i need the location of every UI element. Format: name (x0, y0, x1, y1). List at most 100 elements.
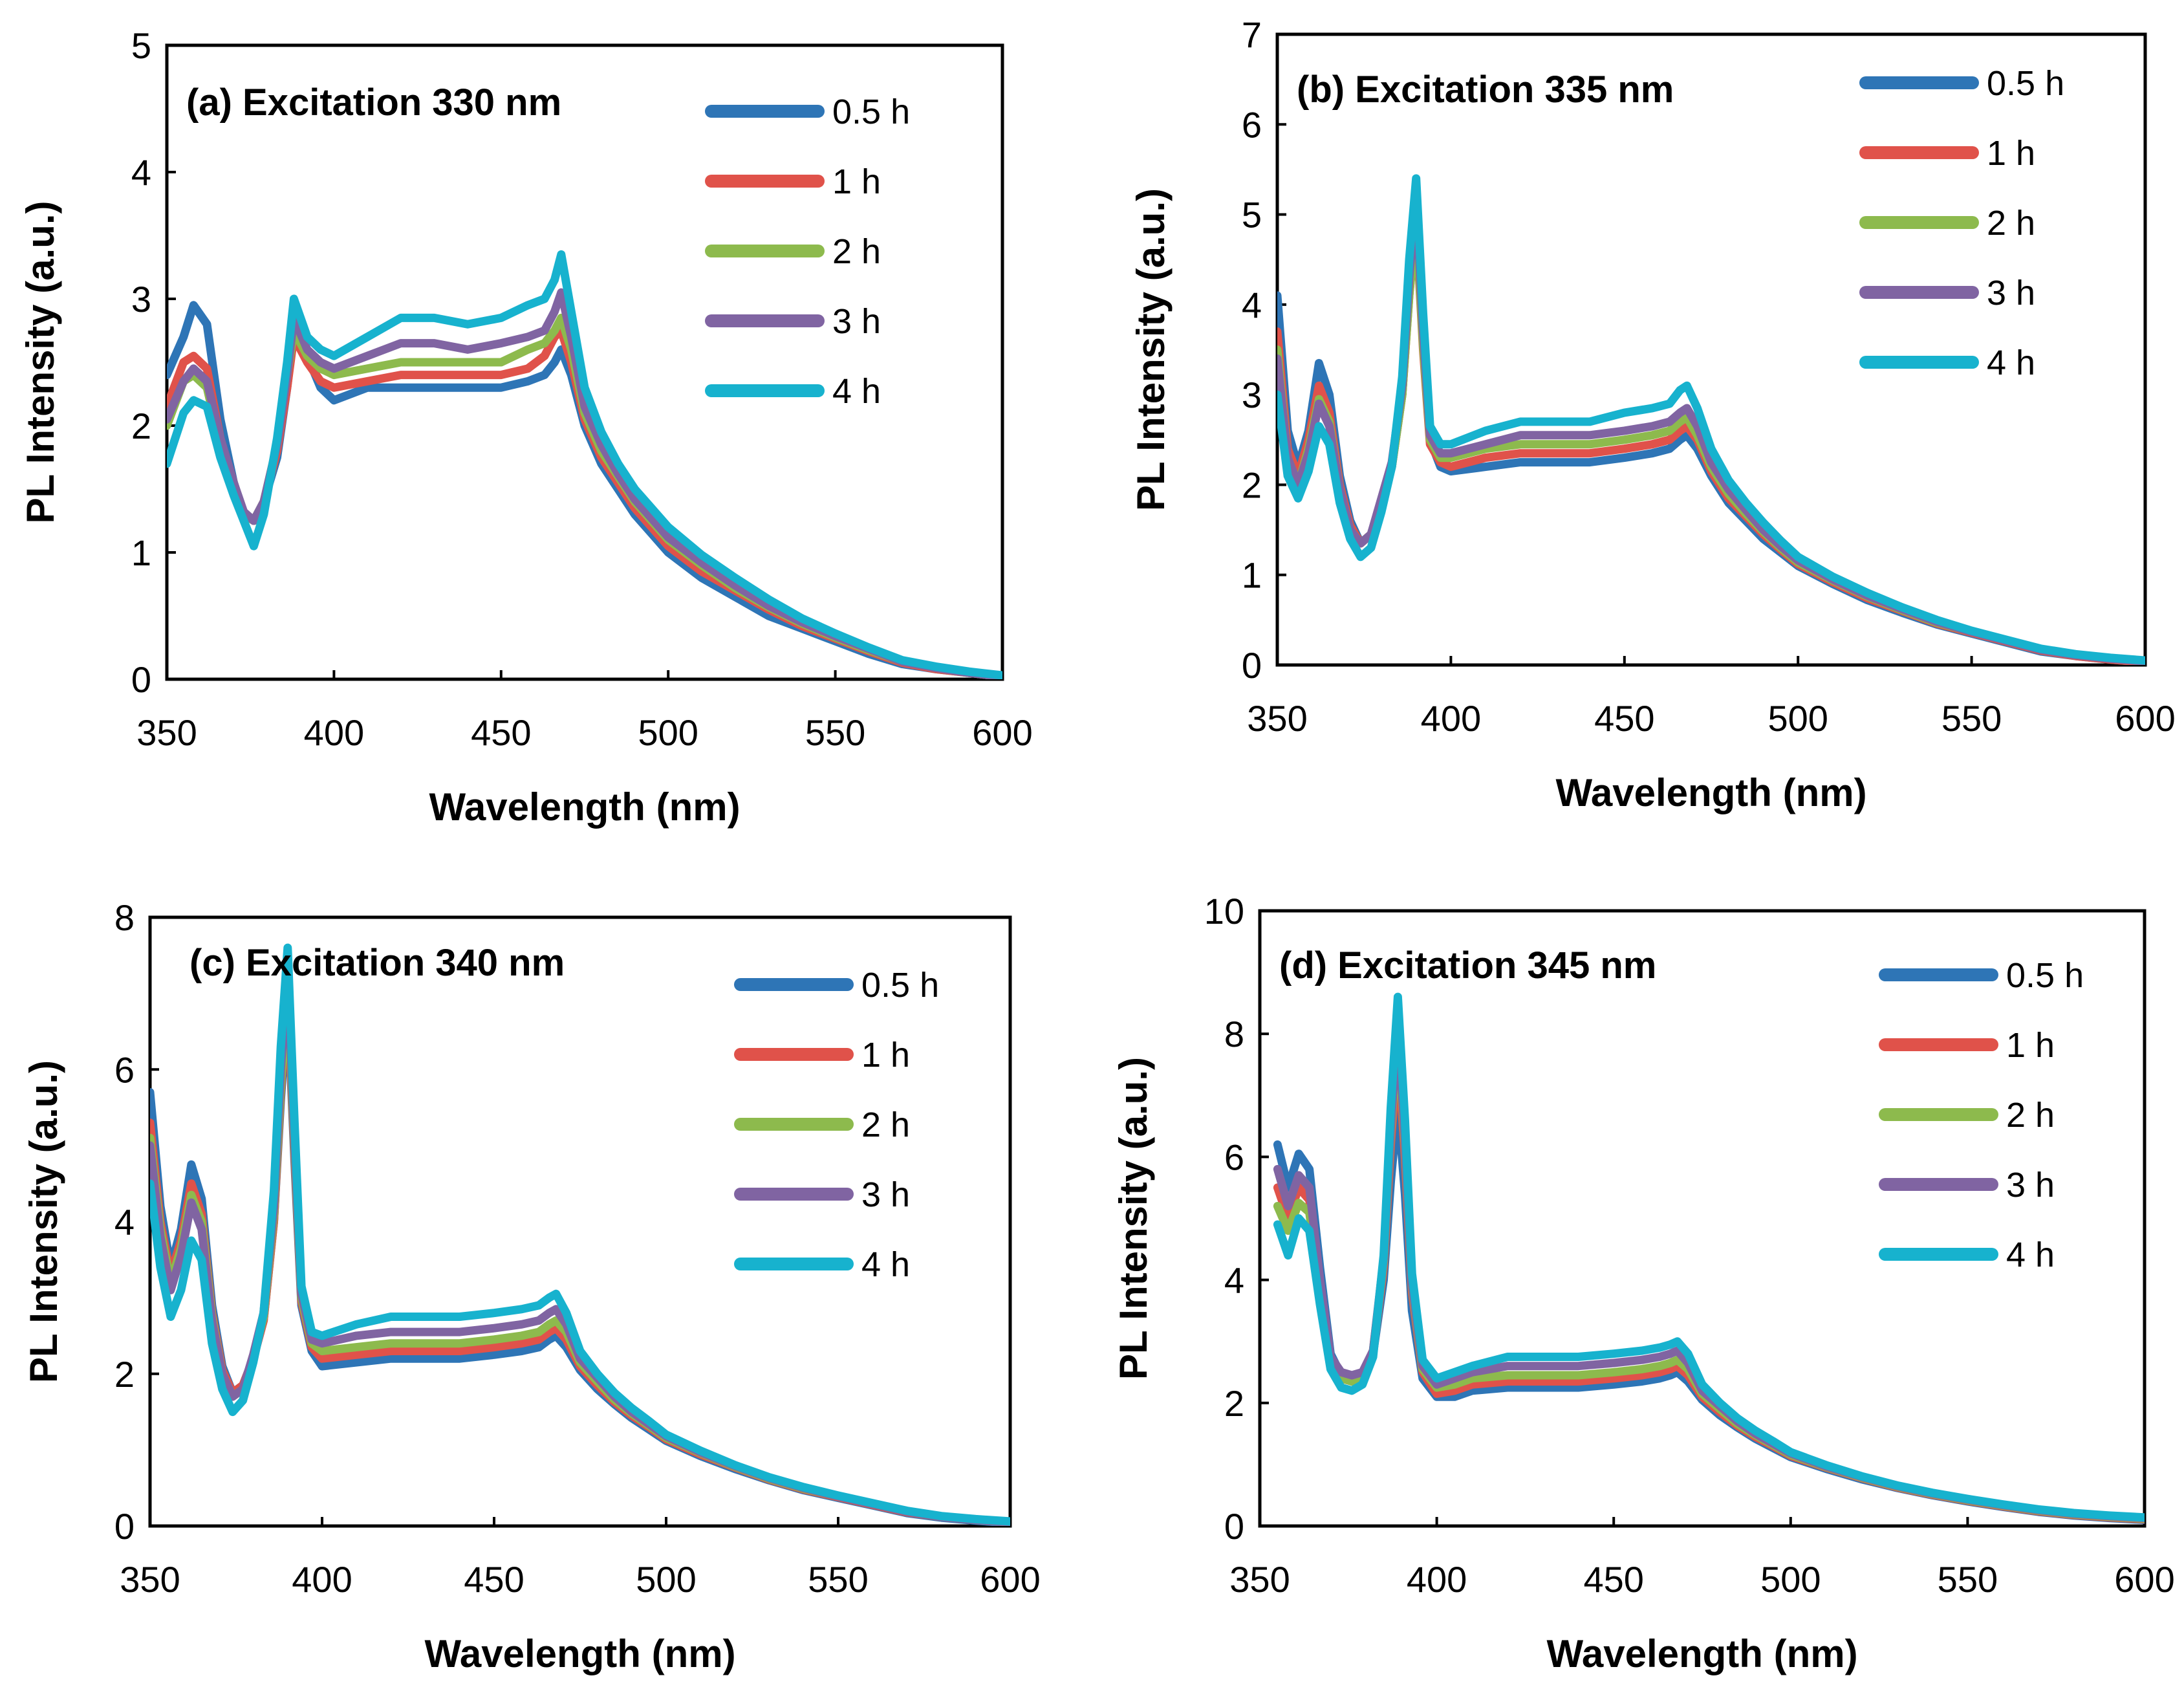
x-tick-label: 350 (1247, 698, 1307, 739)
legend: 0.5 h 1 h 2 h 3 h 4 h (1859, 64, 2064, 382)
y-tick-label: 3 (1242, 375, 1262, 415)
legend-label: 4 h (861, 1245, 910, 1284)
y-tick-label: 4 (114, 1202, 135, 1243)
legend-label: 2 h (2006, 1096, 2055, 1135)
y-tick-label: 8 (114, 897, 135, 938)
legend-label: 4 h (2006, 1236, 2055, 1274)
series-line-4-h (1273, 992, 2145, 1522)
series-group (1277, 174, 2145, 665)
y-tick-label: 8 (1224, 1014, 1244, 1054)
series-line-4-h (167, 250, 1002, 679)
legend-label: 3 h (861, 1175, 910, 1214)
legend-label: 1 h (1987, 134, 2035, 173)
x-tick-label: 350 (1229, 1559, 1290, 1600)
y-tick-label: 2 (1242, 464, 1262, 505)
x-tick-label: 500 (636, 1559, 696, 1600)
y-axis-title: PL Intensity (a.u.) (22, 1060, 65, 1383)
y-tick-label: 7 (1242, 14, 1262, 55)
y-tick-label: 4 (1224, 1260, 1244, 1301)
legend: 0.5 h 1 h 2 h 3 h 4 h (705, 93, 910, 411)
y-tick-label: 6 (1224, 1137, 1244, 1177)
x-axis-title: Wavelength (nm) (424, 1632, 735, 1675)
legend-label: 1 h (861, 1036, 910, 1074)
legend-label: 2 h (861, 1106, 910, 1144)
x-tick-label: 400 (1407, 1559, 1467, 1600)
panel-title: (b) Excitation 335 nm (1297, 69, 1674, 111)
x-tick-label: 400 (1421, 698, 1481, 739)
x-tick-label: 600 (2115, 698, 2175, 739)
y-tick-label: 5 (1242, 195, 1262, 235)
legend-label: 0.5 h (1987, 64, 2064, 103)
x-tick-label: 400 (304, 712, 364, 753)
x-tick-label: 550 (1941, 698, 2002, 739)
x-axis-title: Wavelength (nm) (1546, 1632, 1857, 1675)
x-tick-label: 450 (471, 712, 531, 753)
series-group (1273, 992, 2145, 1524)
x-tick-label: 600 (972, 712, 1032, 753)
x-tick-label: 350 (120, 1559, 180, 1600)
legend-label: 4 h (832, 372, 881, 411)
x-tick-label: 600 (2114, 1559, 2174, 1600)
x-tick-label: 600 (980, 1559, 1040, 1600)
legend-label: 1 h (832, 162, 881, 201)
series-line-3-h (167, 288, 1002, 679)
panel-title: (a) Excitation 330 nm (186, 82, 561, 124)
legend-label: 1 h (2006, 1026, 2055, 1065)
y-tick-label: 2 (1224, 1383, 1244, 1424)
plot-area (165, 43, 1004, 681)
series-group (167, 250, 1002, 679)
panel-d: 350 400 450 500 550 600 0 2 4 6 8 10 Wavelength (nm)… (1112, 891, 2175, 1675)
x-tick-label: 500 (638, 712, 698, 753)
x-tick-label: 550 (808, 1559, 868, 1600)
legend-label: 4 h (1987, 343, 2035, 382)
series-line-4-h (1277, 174, 2145, 665)
y-tick-label: 1 (131, 532, 151, 573)
legend-label: 3 h (1987, 274, 2035, 312)
x-tick-label: 450 (1583, 1559, 1643, 1600)
y-tick-label: 5 (131, 25, 151, 66)
x-tick-label: 500 (1768, 698, 1828, 739)
x-tick-label: 550 (805, 712, 865, 753)
x-tick-label: 350 (136, 712, 197, 753)
y-tick-label: 2 (131, 406, 151, 446)
y-tick-label: 0 (1224, 1506, 1244, 1547)
y-axis-title: PL Intensity (a.u.) (1129, 188, 1173, 511)
x-tick-label: 550 (1938, 1559, 1998, 1600)
legend-label: 0.5 h (2006, 956, 2084, 995)
x-tick-label: 450 (464, 1559, 524, 1600)
plot-area (1258, 909, 2146, 1528)
y-tick-label: 6 (1242, 104, 1262, 145)
legend-label: 3 h (2006, 1166, 2055, 1204)
y-axis-title: PL Intensity (a.u.) (19, 201, 62, 524)
y-tick-label: 6 (114, 1049, 135, 1090)
panel-b: 350 400 450 500 550 600 0 1 2 3 4 5 6 7 Wavelength (nm… (1129, 14, 2176, 814)
y-tick-label: 10 (1204, 891, 1244, 932)
x-axis-title: Wavelength (nm) (429, 785, 740, 829)
y-tick-label: 0 (131, 659, 151, 700)
x-tick-label: 500 (1760, 1559, 1821, 1600)
series-line-4-h (150, 943, 1010, 1526)
y-tick-label: 0 (1242, 645, 1262, 686)
panel-a: 350 400 450 500 550 600 0 1 2 3 4 5 Wavelength (nm) P… (19, 25, 1033, 829)
legend: 0.5 h 1 h 2 h 3 h 4 h (1879, 956, 2084, 1274)
panel-c: 350 400 450 500 550 600 0 2 4 6 8 Wavelength (nm) PL… (22, 897, 1041, 1675)
y-tick-label: 4 (131, 152, 151, 193)
legend-label: 0.5 h (861, 966, 939, 1005)
y-tick-label: 0 (114, 1506, 135, 1547)
legend: 0.5 h 1 h 2 h 3 h 4 h (734, 966, 939, 1284)
legend-label: 2 h (1987, 204, 2035, 243)
plot-area (148, 915, 1012, 1528)
y-axis-title: PL Intensity (a.u.) (1112, 1057, 1155, 1380)
series-group (150, 943, 1010, 1526)
panel-title: (c) Excitation 340 nm (189, 942, 565, 984)
y-tick-label: 2 (114, 1354, 135, 1395)
y-tick-label: 3 (131, 279, 151, 320)
x-tick-label: 400 (292, 1559, 352, 1600)
panel-title: (d) Excitation 345 nm (1279, 944, 1656, 986)
legend-label: 0.5 h (832, 93, 910, 131)
y-tick-label: 4 (1242, 285, 1262, 325)
x-axis-title: Wavelength (nm) (1555, 771, 1866, 814)
legend-label: 2 h (832, 232, 881, 271)
legend-label: 3 h (832, 302, 881, 341)
